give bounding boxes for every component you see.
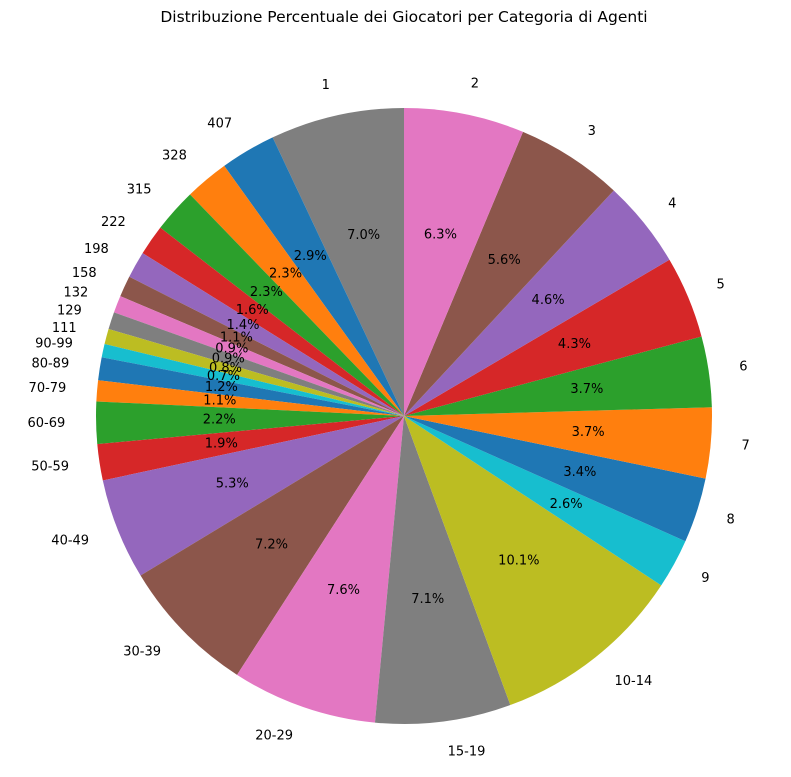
slice-category-label: 222 (101, 215, 126, 230)
slice-category-label: 70-79 (29, 381, 67, 396)
slice-percent-label: 5.3% (216, 477, 249, 492)
pie-slice-80-89 (98, 357, 404, 416)
pie-slice-6 (404, 336, 712, 416)
slice-category-label: 50-59 (31, 460, 69, 475)
slice-percent-label: 2.3% (250, 285, 283, 300)
slice-category-label: 30-39 (123, 645, 161, 660)
slice-category-label: 111 (52, 321, 77, 336)
pie-slice-407 (224, 137, 404, 416)
pie-slice-328 (190, 165, 404, 416)
slice-percent-label: 0.9% (215, 341, 248, 356)
slice-percent-label: 1.2% (205, 380, 238, 395)
pie-slice-7 (404, 407, 713, 479)
slice-category-label: 132 (63, 286, 88, 301)
pie-slice-198 (129, 253, 404, 416)
slice-category-label: 20-29 (255, 729, 293, 744)
slice-percent-label: 6.3% (424, 227, 457, 242)
slice-category-label: 1 (322, 78, 330, 93)
slice-category-label: 407 (207, 117, 232, 132)
pie-slice-40-49 (102, 416, 404, 576)
slice-category-label: 4 (668, 196, 676, 211)
pie-slice-8 (404, 416, 706, 542)
pie-slice-5 (404, 259, 702, 416)
slice-percent-label: 2.2% (203, 413, 236, 428)
slice-percent-label: 3.7% (572, 425, 605, 440)
slice-percent-label: 7.1% (411, 592, 444, 607)
slice-percent-label: 3.4% (563, 465, 596, 480)
pie-slice-3 (404, 131, 614, 416)
pie-slice-60-69 (95, 401, 404, 445)
pie-slice-222 (142, 227, 404, 416)
pie-slice-15-19 (374, 416, 511, 725)
pie-slice-90-99 (101, 343, 404, 416)
slice-percent-label: 4.3% (558, 337, 591, 352)
slice-percent-label: 1.6% (236, 303, 269, 318)
slice-percent-label: 1.1% (203, 393, 236, 408)
pie-slice-315 (160, 194, 404, 416)
slice-percent-label: 10.1% (498, 553, 539, 568)
pie-slice-4 (404, 190, 670, 416)
slice-category-label: 9 (701, 571, 709, 586)
pie-slice-158 (120, 276, 404, 416)
slice-percent-label: 0.7% (207, 369, 240, 384)
slice-category-label: 40-49 (51, 533, 89, 548)
slice-percent-label: 1.4% (226, 318, 259, 333)
slice-percent-label: 5.6% (488, 253, 521, 268)
pie-slice-50-59 (97, 416, 404, 481)
pie-slice-1 (272, 108, 404, 416)
pie-slice-30-39 (140, 416, 405, 675)
slice-category-label: 158 (72, 266, 97, 281)
slice-category-label: 10-14 (615, 674, 653, 689)
slice-category-label: 5 (717, 278, 725, 293)
slice-category-label: 90-99 (35, 337, 73, 352)
slice-percent-label: 2.9% (294, 249, 327, 264)
slice-category-label: 198 (84, 242, 109, 257)
slice-percent-label: 4.6% (532, 293, 565, 308)
pie-slice-10-14 (404, 416, 662, 706)
pie-slice-132 (113, 296, 404, 416)
slice-category-label: 315 (127, 182, 152, 197)
slice-percent-label: 7.2% (255, 537, 288, 552)
slice-percent-label: 0.8% (209, 361, 242, 376)
slice-category-label: 60-69 (27, 416, 65, 431)
slice-category-label: 328 (162, 148, 187, 163)
slice-percent-label: 3.7% (570, 382, 603, 397)
chart-title: Distribuzione Percentuale dei Giocatori … (160, 8, 648, 26)
slice-percent-label: 1.9% (205, 436, 238, 451)
slice-category-label: 8 (726, 512, 734, 527)
slice-category-label: 2 (471, 76, 479, 91)
slice-category-label: 80-89 (31, 356, 69, 371)
slice-category-label: 6 (739, 360, 747, 375)
pie-slice-70-79 (96, 380, 404, 416)
slice-percent-label: 0.9% (212, 351, 245, 366)
pie-slice-2 (404, 108, 523, 416)
pie-slice-111 (104, 328, 404, 416)
pie-slice-9 (404, 416, 686, 586)
slice-category-label: 15-19 (448, 744, 486, 759)
pie-slice-20-29 (237, 416, 404, 723)
slice-percent-label: 7.0% (347, 228, 380, 243)
slice-percent-label: 7.6% (327, 583, 360, 598)
slice-percent-label: 2.6% (550, 497, 583, 512)
slice-category-label: 129 (57, 304, 82, 319)
pie-slice-129 (108, 312, 405, 416)
slice-category-label: 3 (588, 124, 596, 139)
slice-percent-label: 1.1% (220, 331, 253, 346)
slice-category-label: 7 (741, 438, 749, 453)
slice-percent-label: 2.3% (269, 267, 302, 282)
